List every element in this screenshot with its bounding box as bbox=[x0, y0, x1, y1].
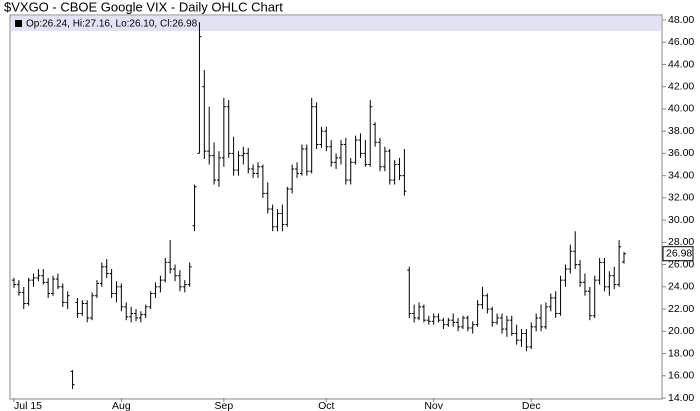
legend-swatch bbox=[15, 20, 22, 27]
x-tick-label: Sep bbox=[214, 400, 233, 411]
x-tick-label: Dec bbox=[522, 400, 541, 411]
y-tick-label: 20.00 bbox=[668, 325, 694, 337]
y-tick-label: 24.00 bbox=[668, 281, 694, 293]
x-tick-label: Jul 15 bbox=[14, 400, 42, 411]
header-label: Op:26.24, Hi:27.16, Lo:26.10, Cl:26.98 bbox=[26, 19, 198, 30]
y-tick-label: 36.00 bbox=[668, 147, 694, 159]
y-tick-label: 28.00 bbox=[668, 236, 694, 248]
x-tick-label: Nov bbox=[424, 400, 443, 411]
y-tick-label: 16.00 bbox=[668, 370, 694, 382]
y-tick-label: 14.00 bbox=[668, 392, 694, 404]
y-tick-label: 18.00 bbox=[668, 347, 694, 359]
y-tick-label: 22.00 bbox=[668, 303, 694, 315]
y-tick-label: 32.00 bbox=[668, 192, 694, 204]
chart-title: $VXGO - CBOE Google VIX - Daily OHLC Cha… bbox=[4, 0, 283, 14]
x-tick-label: Oct bbox=[318, 400, 334, 411]
y-tick-label: 30.00 bbox=[668, 214, 694, 226]
last-value-box bbox=[662, 246, 694, 262]
y-tick-label: 26.00 bbox=[668, 258, 694, 270]
y-tick-label: 44.00 bbox=[668, 58, 694, 70]
y-tick-label: 42.00 bbox=[668, 80, 694, 92]
y-tick-label: 34.00 bbox=[668, 169, 694, 181]
y-tick-label: 48.00 bbox=[668, 14, 694, 26]
y-tick-label: 46.00 bbox=[668, 36, 694, 48]
y-tick-label: 40.00 bbox=[668, 103, 694, 115]
plot-area bbox=[9, 14, 663, 400]
header-strip bbox=[11, 16, 661, 31]
y-tick-label: 38.00 bbox=[668, 125, 694, 137]
x-tick-label: Aug bbox=[112, 400, 131, 411]
last-value-label: 26.98 bbox=[666, 247, 692, 259]
